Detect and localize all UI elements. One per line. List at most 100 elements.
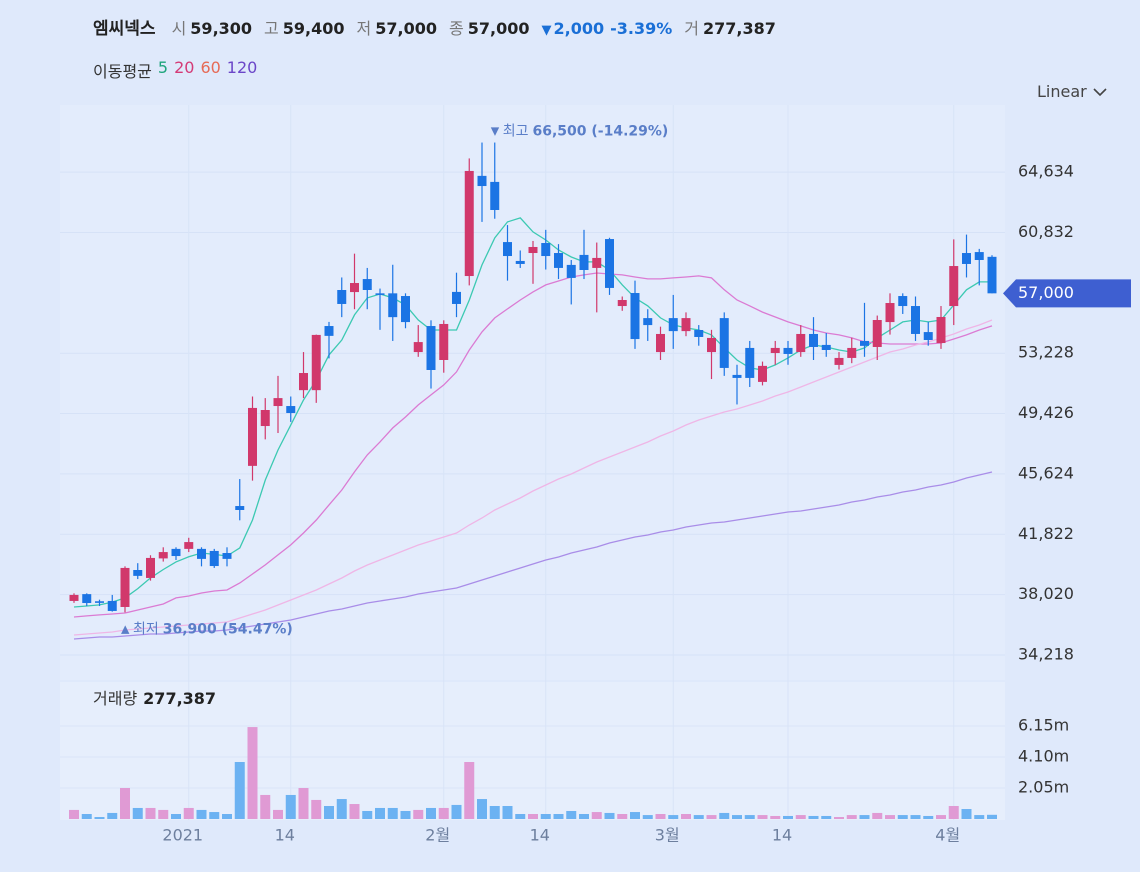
volume-bar bbox=[961, 809, 972, 819]
scale-mode[interactable]: Linear bbox=[1037, 82, 1107, 101]
y-tick-label: 49,426 bbox=[1018, 403, 1074, 422]
field-label: 고 bbox=[264, 19, 279, 38]
field-label: 저 bbox=[356, 19, 372, 38]
annotation: ▼ 최고 66,500 (-14.29%) bbox=[491, 124, 669, 140]
candle-body bbox=[566, 264, 576, 278]
candle-body bbox=[885, 303, 895, 323]
candle-body bbox=[222, 553, 232, 559]
volume-bar bbox=[234, 761, 245, 819]
y-tick-label: 34,218 bbox=[1018, 644, 1074, 663]
quote-fields: 시 59,300 고 59,400 저 57,000 종 57,000 bbox=[172, 15, 542, 39]
volume-bar bbox=[821, 815, 832, 819]
volume-bar bbox=[732, 815, 742, 819]
y-tick-label: 41,822 bbox=[1018, 524, 1074, 543]
candle-body bbox=[911, 306, 920, 334]
candle-body bbox=[949, 266, 959, 307]
volume-label: 거 bbox=[684, 19, 699, 38]
candle-body bbox=[745, 347, 755, 378]
volume-bar bbox=[757, 815, 768, 819]
candle-body bbox=[643, 318, 653, 326]
y-tick-label: 64,634 bbox=[1018, 162, 1074, 181]
volume-bar bbox=[413, 809, 424, 819]
candle-body bbox=[197, 548, 206, 559]
volume-value: 277,387 bbox=[703, 19, 776, 38]
candle-body bbox=[770, 347, 780, 354]
field-value: 57,000 bbox=[375, 19, 438, 38]
candle-body bbox=[171, 548, 181, 557]
candle-body bbox=[719, 318, 729, 368]
candle-body bbox=[987, 256, 997, 294]
volume-bar bbox=[859, 815, 870, 819]
volume-bar bbox=[81, 814, 92, 819]
candle-body bbox=[273, 398, 283, 407]
candle-body bbox=[847, 347, 857, 358]
volume-bar bbox=[477, 799, 487, 819]
candle-body bbox=[694, 330, 704, 337]
volume-title: 거래량 277,387 bbox=[93, 689, 216, 708]
ma-legend-item: 5 bbox=[157, 58, 169, 77]
volume-tick-label: 4.10m bbox=[1018, 747, 1069, 766]
volume-bar bbox=[196, 809, 207, 819]
annotation-text: 36,900 (54.47%) bbox=[163, 621, 293, 637]
candle-body bbox=[758, 365, 767, 382]
candle-body bbox=[668, 318, 678, 332]
annotation-arrow: ▲ bbox=[121, 622, 133, 635]
volume-bar bbox=[69, 809, 79, 819]
candle-body bbox=[299, 373, 308, 391]
candle-body bbox=[401, 296, 410, 323]
volume-bar bbox=[362, 810, 373, 819]
candle-body bbox=[260, 410, 270, 427]
volume-bar bbox=[591, 812, 602, 819]
volume-bar bbox=[94, 817, 105, 819]
volume-bar bbox=[846, 815, 857, 819]
ma-line bbox=[73, 319, 993, 636]
volume-bar bbox=[145, 807, 156, 819]
volume-bar bbox=[400, 810, 411, 819]
candle-body bbox=[146, 557, 155, 578]
candle-body bbox=[860, 340, 869, 346]
field-value: 59,400 bbox=[282, 19, 345, 38]
candle-body bbox=[872, 320, 882, 347]
candle-body bbox=[579, 254, 589, 270]
candle-body bbox=[707, 337, 716, 353]
x-tick-label: 4월 bbox=[935, 826, 960, 845]
volume-bar bbox=[783, 815, 793, 819]
volume-bar bbox=[273, 809, 283, 819]
candle-body bbox=[962, 253, 971, 264]
volume-bar bbox=[948, 805, 959, 819]
volume-bar bbox=[540, 814, 551, 819]
change-arrow: ▼ bbox=[541, 23, 552, 38]
x-tick-label: 2021 bbox=[162, 826, 203, 845]
field-label: 종 bbox=[449, 19, 464, 38]
ma-legend: 이동평균 5 20 60 120 bbox=[93, 58, 257, 82]
annotation-text: 66,500 (-14.29%) bbox=[532, 124, 668, 140]
candle-body bbox=[809, 333, 818, 347]
candle-body bbox=[936, 316, 946, 344]
stock-name: 엠씨넥스 bbox=[93, 19, 156, 39]
candle-body bbox=[426, 326, 436, 370]
candle-body bbox=[120, 567, 130, 607]
volume-bar bbox=[744, 815, 755, 819]
volume-tick-label: 6.15m bbox=[1018, 716, 1069, 735]
volume-bar bbox=[515, 814, 526, 819]
candle-body bbox=[974, 252, 984, 260]
quote-header: 엠씨넥스 시 59,300 고 59,400 저 57,000 종 57,000 ▼ 2,00… bbox=[93, 14, 788, 39]
candle-body bbox=[69, 594, 79, 601]
candle-body bbox=[796, 333, 806, 353]
candle-body bbox=[554, 253, 563, 268]
candle-body bbox=[490, 181, 500, 210]
annotation-arrow: ▼ bbox=[491, 125, 503, 138]
x-tick-label: 14 bbox=[275, 826, 295, 845]
volume-bar bbox=[910, 815, 921, 819]
x-tick-label: 3월 bbox=[655, 826, 680, 845]
candle-body bbox=[821, 344, 831, 350]
volume-bar bbox=[974, 815, 985, 819]
scale-mode-label[interactable]: Linear bbox=[1037, 82, 1087, 101]
candle-body bbox=[184, 542, 194, 549]
volume-bar bbox=[795, 815, 806, 819]
volume-bar bbox=[655, 814, 666, 819]
volume-bar bbox=[451, 804, 462, 819]
volume-bar bbox=[719, 812, 730, 819]
